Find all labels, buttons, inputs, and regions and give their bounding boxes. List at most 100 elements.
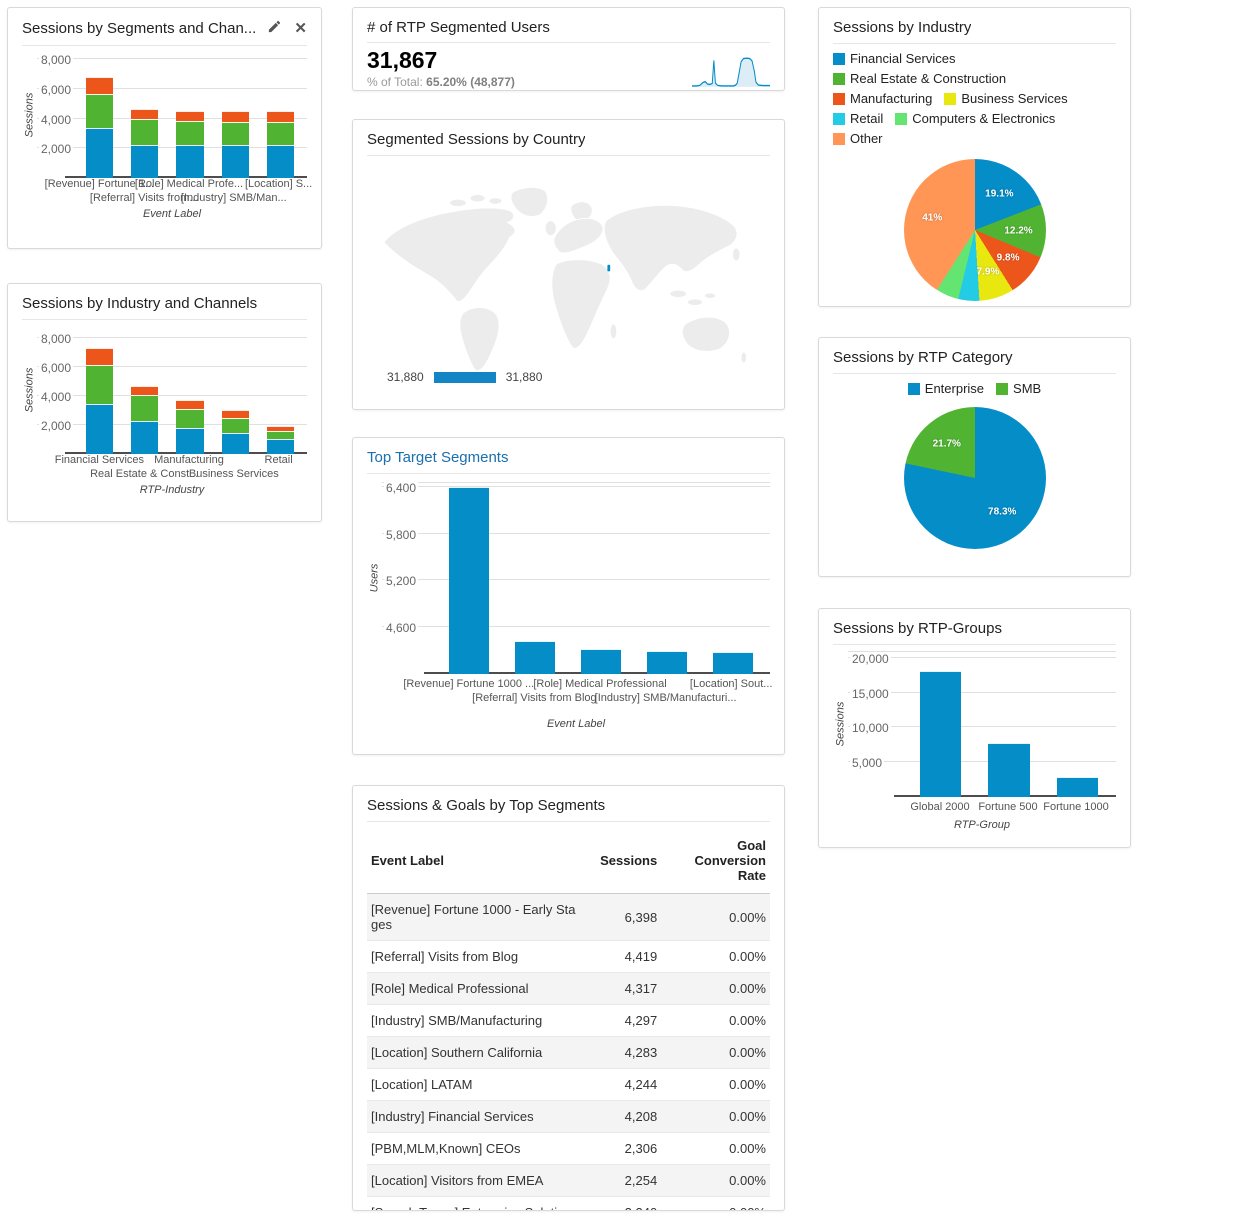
bar-segment <box>221 110 249 123</box>
legend-label: Computers & Electronics <box>912 111 1056 126</box>
x-category-label: Financial Services <box>54 454 145 466</box>
x-category-label: [Revenue] Fortune 1000 ... <box>403 678 535 690</box>
table-row: [PBM,MLM,Known] CEOs 2,306 0.00% <box>367 1132 770 1165</box>
legend-swatch <box>944 92 957 105</box>
legend-item: Financial Services <box>833 50 956 67</box>
bars-area <box>436 482 766 674</box>
table-cell: 4,283 <box>584 1036 662 1069</box>
card-sessions-by-segments-and-channels: Sessions by Segments and Chan... ✕ Sessi… <box>7 7 322 249</box>
x-category-label: Manufacturing <box>154 454 224 466</box>
card-title: Sessions by Industry <box>833 19 972 36</box>
x-category-label: Global 2000 <box>910 801 970 813</box>
bar-segment <box>176 120 204 146</box>
card-sessions-by-rtp-groups: Sessions by RTP-Groups Sessions 5,000 10,… <box>818 608 1131 848</box>
bar <box>1057 776 1099 797</box>
table-row: [Location] Southern California 4,283 0.00% <box>367 1036 770 1069</box>
table-cell: [PBM,MLM,Known] CEOs <box>367 1132 585 1165</box>
bar <box>86 347 114 454</box>
y-tick-label: 10,000 <box>850 721 891 736</box>
legend-swatch <box>996 382 1009 395</box>
map-legend: 31,880 31,880 <box>387 370 542 384</box>
table-cell: 2,306 <box>584 1132 662 1165</box>
bar-segment <box>86 93 114 128</box>
scorecard-percent-of-total: % of Total: 65.20% (48,877) <box>367 75 515 90</box>
bar <box>86 77 114 178</box>
table-row: [Industry] Financial Services 4,208 0.00% <box>367 1100 770 1133</box>
bar <box>581 649 621 674</box>
gridline <box>848 656 1116 658</box>
table-cell: [Location] Visitors from EMEA <box>367 1164 585 1197</box>
x-axis-title: RTP-Group <box>953 819 1011 831</box>
bar <box>176 110 204 178</box>
bar-slot <box>975 651 1044 797</box>
card-title: Sessions by Industry and Channels <box>22 295 258 312</box>
y-tick-label: 4,600 <box>384 621 419 636</box>
bar <box>1057 776 1099 797</box>
edit-icon[interactable] <box>267 19 282 38</box>
gridline <box>37 423 307 425</box>
bar-segment <box>266 426 294 431</box>
bar-segment <box>221 410 249 418</box>
y-tick-label: 4,000 <box>39 112 74 127</box>
bar-segment <box>221 144 249 178</box>
bar-segment <box>176 408 204 428</box>
bar-segment <box>86 347 114 365</box>
highlighted-country-marker <box>607 264 611 272</box>
bar <box>988 743 1030 797</box>
y-tick-label: 4,000 <box>39 389 74 404</box>
bar-segment <box>131 421 159 454</box>
x-category-label: [Referral] Visits from Blog <box>472 692 597 704</box>
table-row: [Location] Visitors from EMEA 2,254 0.00% <box>367 1164 770 1197</box>
legend-label: Manufacturing <box>850 91 933 106</box>
legend-swatch <box>833 92 845 105</box>
pie-legend: Enterprise SMB <box>833 380 1116 397</box>
card-segmented-sessions-by-country: Segmented Sessions by Country <box>352 119 785 410</box>
legend-item: Other <box>833 130 883 147</box>
table-header-cell: Goal Conversion Rate <box>661 828 770 894</box>
map-legend-min: 31,880 <box>387 370 424 384</box>
bar-slot <box>122 52 167 178</box>
y-tick-label: 6,000 <box>39 360 74 375</box>
legend-label: SMB <box>1013 381 1042 396</box>
legend-item: Manufacturing <box>833 90 932 107</box>
legend-swatch <box>833 52 845 65</box>
bar-segment <box>86 127 114 178</box>
table-cell: 0.00% <box>661 1004 770 1037</box>
gridline <box>848 761 1116 763</box>
legend-label: Business Services <box>961 91 1068 106</box>
map-legend-max: 31,880 <box>505 370 543 384</box>
bar <box>713 651 753 674</box>
pie-percentage-label: 7.9% <box>976 266 1000 278</box>
pie-legend: Financial Services Real Estate & Construc… <box>833 50 1116 147</box>
x-category-label: [Industry] SMB/Man... <box>180 192 287 204</box>
gridline <box>382 485 770 487</box>
y-tick-label: 20,000 <box>850 651 891 666</box>
gridline <box>848 691 1116 693</box>
card-rtp-segmented-users: # of RTP Segmented Users 31,867 % of Tot… <box>352 7 785 91</box>
bar-segment <box>176 145 204 178</box>
table-cell: 0.00% <box>661 1068 770 1101</box>
bar-slot <box>436 482 502 674</box>
bar-slot <box>502 482 568 674</box>
pie-percentage-label: 78.3% <box>988 506 1017 518</box>
world-map-graphic <box>383 186 748 372</box>
x-axis-labels: [Revenue] Fortune 1... [Referral] Visits … <box>37 178 313 206</box>
bar-slot <box>906 651 975 797</box>
pie-percentage-label: 21.7% <box>932 438 961 450</box>
legend-swatch <box>907 382 920 395</box>
close-icon[interactable]: ✕ <box>294 20 307 37</box>
bar-plot: 5,000 10,000 15,000 20,000 <box>848 651 1116 797</box>
bar <box>919 671 961 797</box>
card-title-link[interactable]: Top Target Segments <box>367 449 509 466</box>
x-axis-title: Event Label <box>546 718 606 730</box>
card-sessions-by-industry-and-channels: Sessions by Industry and Channels Sessio… <box>7 283 322 522</box>
legend-item: Computers & Electronics <box>895 110 1055 127</box>
bar-segment <box>176 400 204 409</box>
bar <box>515 641 555 674</box>
x-category-label: Business Services <box>188 468 279 480</box>
x-axis-labels: Financial Services Real Estate & Const...… <box>37 454 307 482</box>
bar-segment <box>266 110 294 123</box>
pie-percentage-label: 9.8% <box>996 252 1020 264</box>
gridline <box>37 336 307 338</box>
legend-label: Financial Services <box>850 51 956 66</box>
